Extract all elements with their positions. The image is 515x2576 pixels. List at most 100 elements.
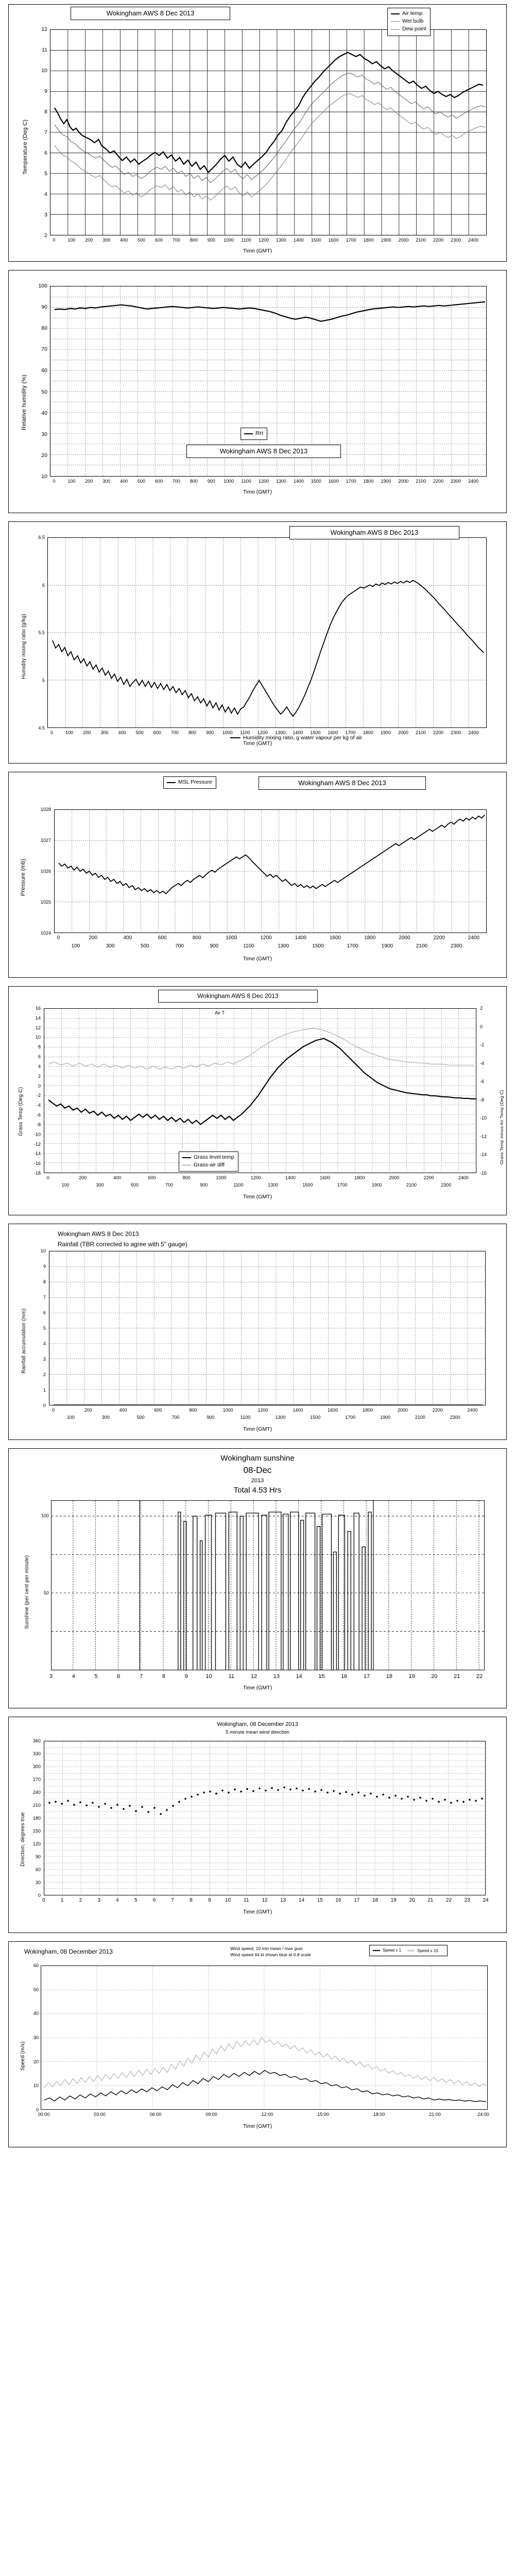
x-tick: 2400 — [468, 479, 479, 484]
x-tick: 1700 — [337, 1182, 348, 1188]
x-tick: 2000 — [397, 1408, 408, 1413]
x-tick: 800 — [190, 238, 198, 243]
y-tick: 2 — [43, 1372, 46, 1377]
x-tick: 21:00 — [429, 2112, 441, 2117]
y-tick: 90 — [41, 304, 47, 311]
y-tick-right: -2 — [480, 1042, 485, 1048]
x-axis-label-wind-speed: Time (GMT) — [243, 2123, 272, 2129]
x-tick: 400 — [118, 730, 126, 735]
legend-label: Dew point — [402, 26, 426, 32]
y-tick: 100 — [38, 283, 47, 289]
x-tick: 11 — [228, 1673, 234, 1680]
y-tick: 1 — [43, 1387, 46, 1393]
y-tick: 0 — [38, 1083, 41, 1089]
x-tick: 300 — [106, 943, 115, 949]
chart-title-temperature: Wokingham AWS 8 Dec 2013 — [71, 7, 230, 20]
x-tick: 0 — [42, 1897, 45, 1903]
x-tick: 1900 — [381, 943, 393, 949]
y-tick: -10 — [33, 1131, 41, 1137]
chart-subtitle-rainfall: Rainfall (TBR corrected to agree with 5"… — [58, 1241, 187, 1248]
x-axis-label-pressure: Time (GMT) — [243, 956, 272, 962]
x-tick: 9 — [184, 1673, 188, 1680]
x-tick: 21 — [427, 1897, 434, 1903]
y-tick: 60 — [33, 1963, 39, 1968]
x-tick: 1100 — [240, 730, 250, 735]
x-tick: 900 — [206, 730, 214, 735]
y-tick: -6 — [36, 1112, 41, 1118]
x-tick: 8 — [162, 1673, 165, 1680]
y-tick: 6 — [42, 582, 45, 588]
x-axis-label-sunshine: Time (GMT) — [243, 1685, 272, 1691]
x-tick: 300 — [101, 1415, 110, 1420]
line-swatch-icon — [230, 737, 241, 739]
x-tick: 15 — [317, 1897, 323, 1903]
y-tick: 90 — [35, 1854, 41, 1859]
y-tick: 30 — [41, 431, 47, 437]
x-tick: 22 — [476, 1673, 483, 1680]
x-tick: 1900 — [371, 1182, 382, 1188]
x-tick: 19 — [408, 1673, 415, 1680]
legend-item: Dew point — [391, 25, 426, 33]
x-tick: 2200 — [432, 1408, 443, 1413]
x-tick: 2200 — [433, 730, 444, 735]
y-tick: 10 — [41, 67, 47, 74]
y-tick: 6.5 — [38, 535, 45, 540]
x-axis-label-wind-direction: Time (GMT) — [243, 1909, 272, 1915]
x-ticks-wind-direction: 0 1 2 3 4 5 6 7 8 9 10 11 12 13 14 15 16… — [42, 1897, 488, 1906]
x-tick: 24:00 — [477, 2112, 489, 2117]
chart-title-wind-direction: Wokingham, 08 December 2013 — [217, 1721, 298, 1727]
chart-title-mixing-ratio: Wokingham AWS 8 Dec 2013 — [289, 526, 459, 539]
panel-temperature: Wokingham AWS 8 Dec 2013 Air temp Wet bu… — [8, 4, 507, 262]
x-tick: 1800 — [354, 1175, 365, 1180]
legend-wind-speed: Speed x 1 Speed x 10 — [369, 1945, 448, 1957]
chart-title-humidity: Wokingham AWS 8 Dec 2013 — [186, 445, 341, 458]
x-tick: 00:00 — [38, 2112, 50, 2117]
x-tick: 2400 — [468, 730, 479, 735]
x-tick: 900 — [207, 1415, 215, 1420]
x-tick: 600 — [154, 238, 163, 243]
y-tick: 7 — [43, 1295, 46, 1300]
x-tick: 1600 — [319, 1175, 331, 1180]
y-tick: -4 — [36, 1103, 41, 1108]
x-tick: 1200 — [258, 238, 269, 243]
legend-label: Grass-air diff — [194, 1162, 225, 1168]
x-tick: 1100 — [240, 1415, 251, 1420]
y-tick: 16 — [35, 1006, 41, 1011]
x-tick: 0 — [53, 479, 56, 484]
x-tick: 18 — [372, 1897, 379, 1903]
x-tick: 22 — [445, 1897, 452, 1903]
x-tick: 1800 — [363, 479, 374, 484]
x-tick: 1800 — [363, 238, 374, 243]
x-tick: 2300 — [441, 1182, 452, 1188]
legend-item: Speed x 10 — [407, 1948, 438, 1954]
y-tick: 6 — [43, 1310, 46, 1315]
legend-label: Humidity mixing ratio, g water vapour pe… — [243, 735, 363, 741]
y-tick: -16 — [33, 1161, 41, 1166]
chart-title-wind-speed: Wokingham, 08 December 2013 — [24, 1948, 113, 1955]
line-swatch-icon — [391, 29, 400, 30]
wind-speed-note: Wind speed 44 kt shown blue at 0.8 scale — [230, 1952, 311, 1957]
x-tick: 6 — [117, 1673, 121, 1680]
x-tick: 1800 — [363, 1408, 373, 1413]
x-tick: 500 — [130, 1182, 139, 1188]
y-tick: 0 — [36, 2107, 39, 2112]
x-tick: 1900 — [380, 730, 391, 735]
legend-item: MSL Pressure — [167, 778, 212, 786]
x-tick: 1700 — [345, 1415, 356, 1420]
x-tick: 2300 — [450, 1415, 460, 1420]
x-tick: 16 — [335, 1897, 341, 1903]
x-tick: 03:00 — [94, 2112, 106, 2117]
legend-label: MSL Pressure — [178, 779, 213, 785]
legend-pressure: MSL Pressure — [163, 776, 217, 789]
y-ticks-grass-left: 16 14 12 10 8 6 4 2 0 -2 -4 -6 -8 -10 -1… — [9, 1006, 41, 1176]
x-tick: 2000 — [399, 935, 410, 941]
x-tick: 15:00 — [317, 2112, 329, 2117]
x-tick: 700 — [172, 238, 180, 243]
x-tick: 1300 — [276, 479, 286, 484]
y-ticks-humidity: 100 90 80 70 60 50 40 30 20 10 — [9, 283, 47, 480]
legend-item: Speed x 1 — [373, 1947, 401, 1954]
x-tick: 1000 — [224, 479, 234, 484]
x-tick: 4 — [72, 1673, 75, 1680]
y-ticks-grass-right: 2 0 -2 -4 -6 -8 -10 -12 -14 -16 — [480, 1006, 497, 1176]
y-tick: 50 — [33, 1987, 39, 1992]
